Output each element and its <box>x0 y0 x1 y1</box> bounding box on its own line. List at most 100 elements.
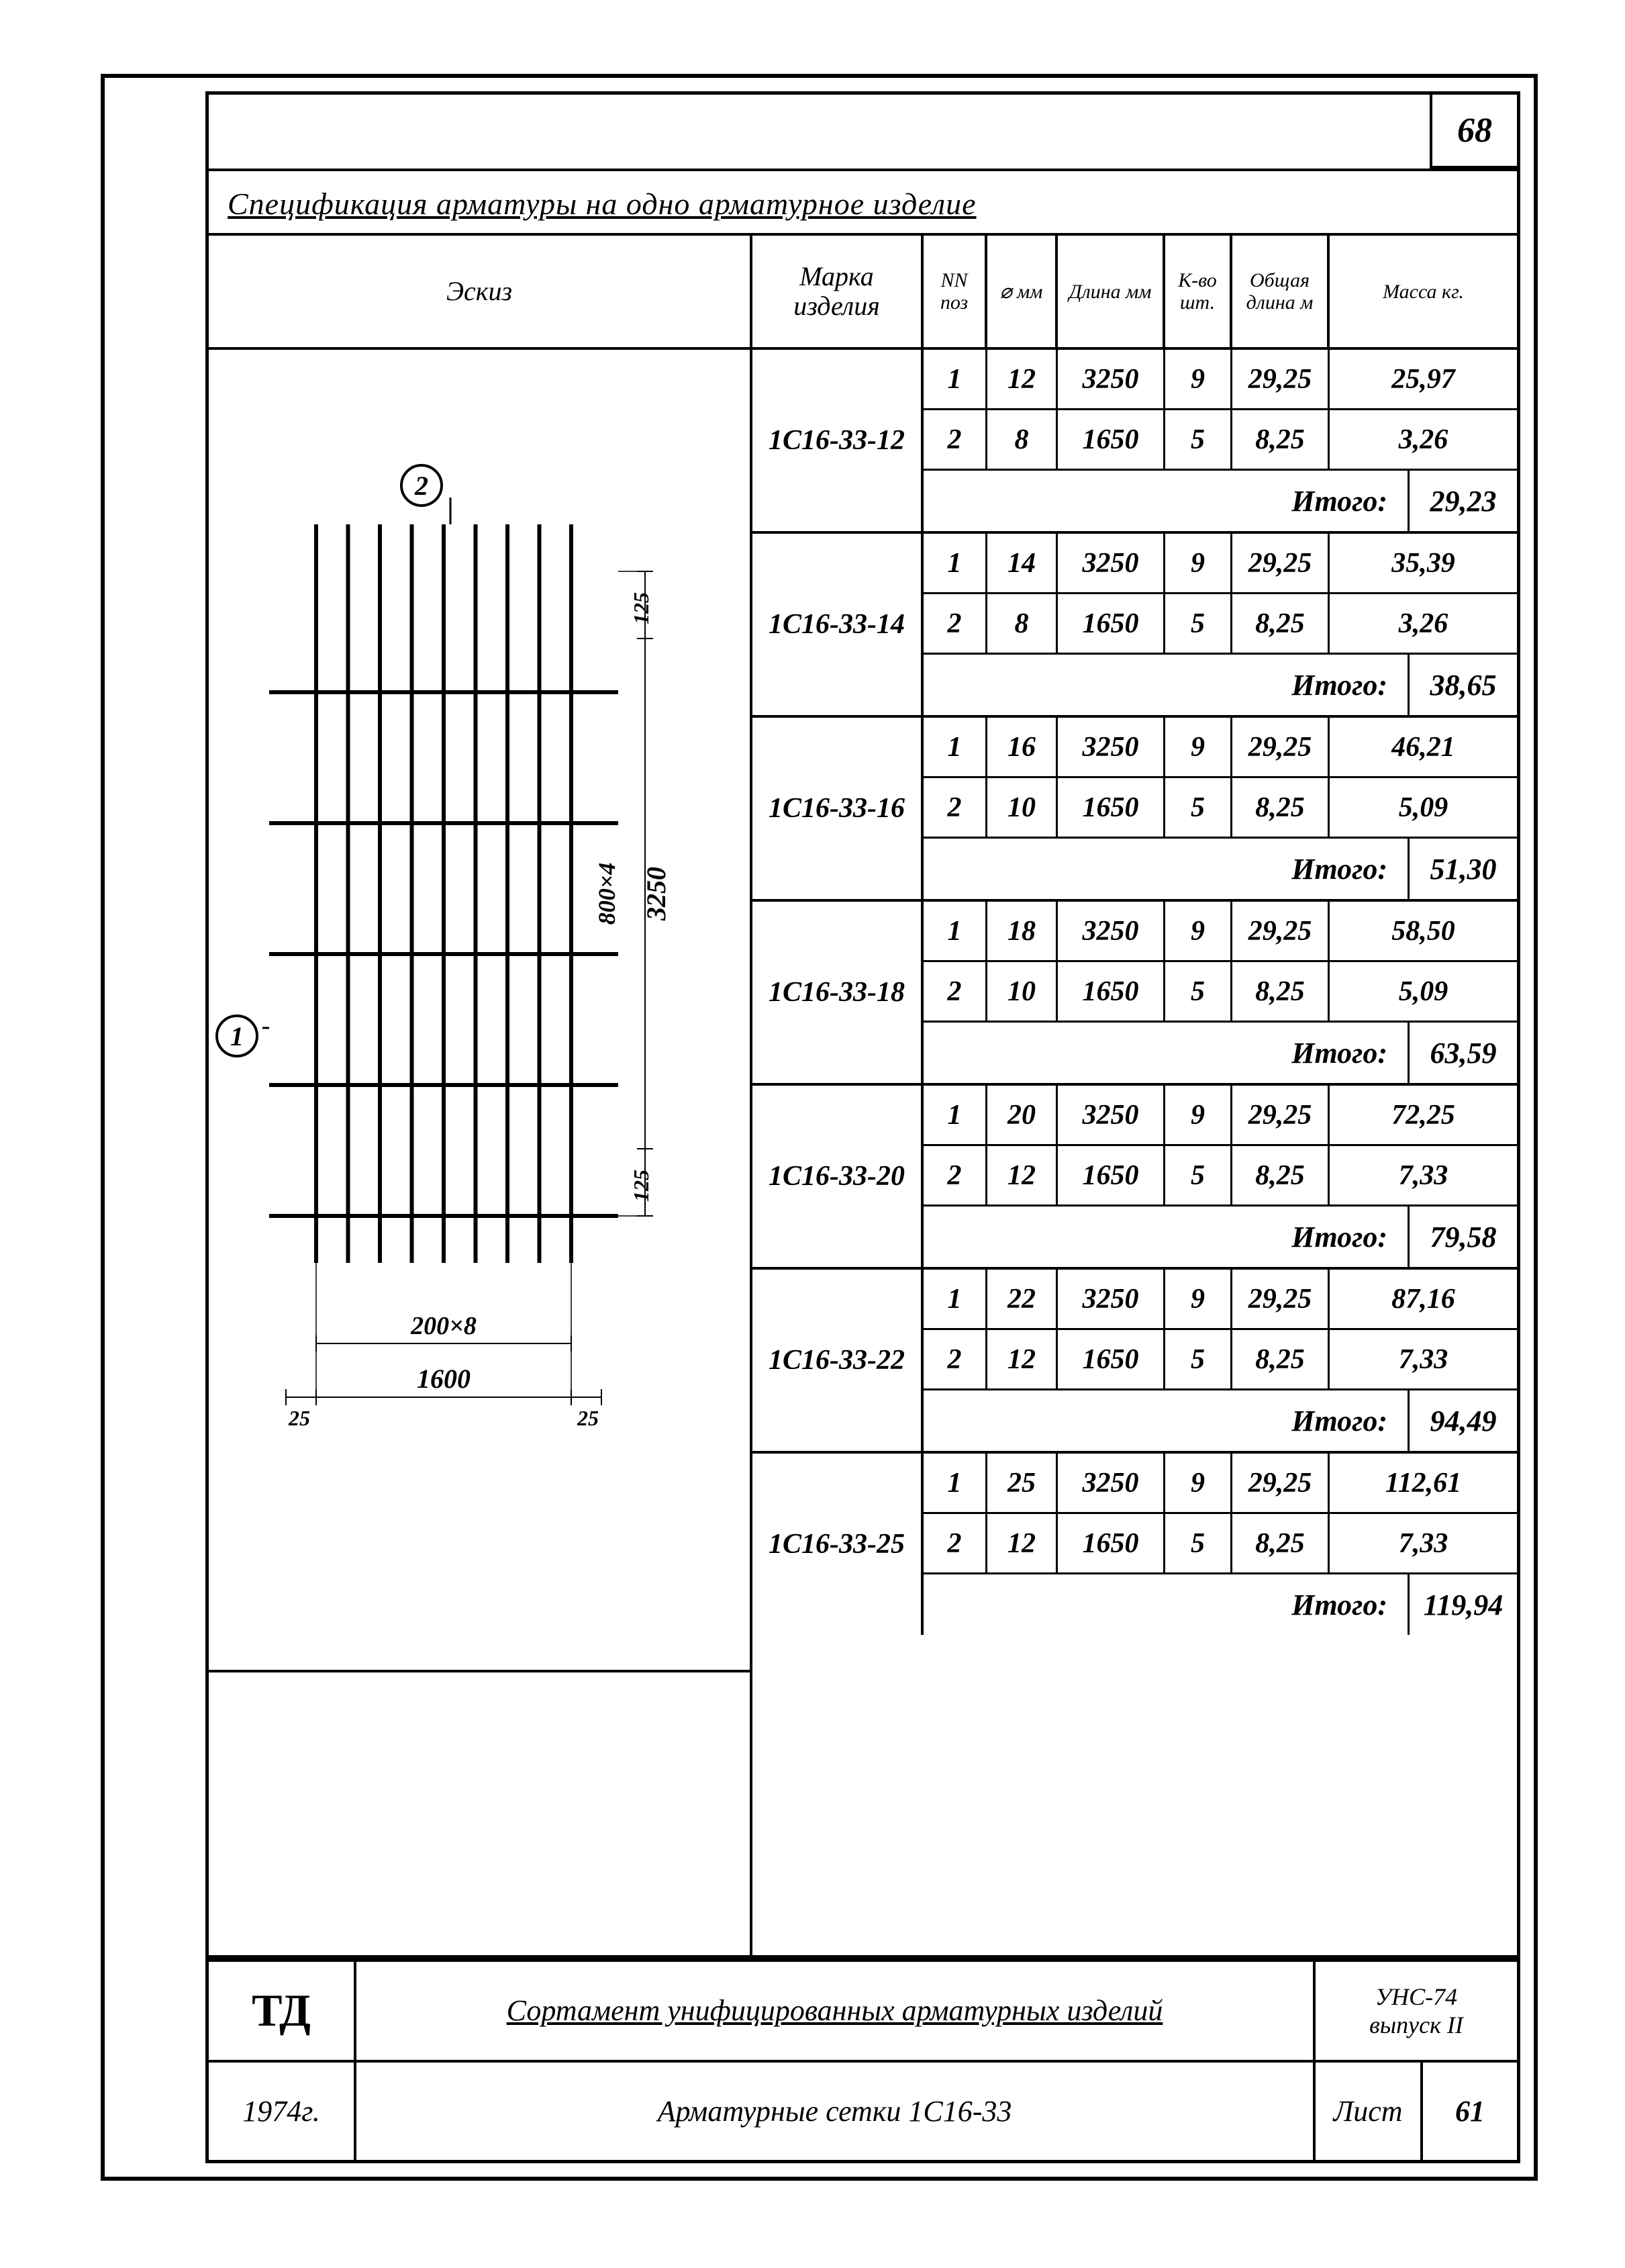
cell-nn: 2 <box>924 1514 987 1572</box>
cell-qty: 9 <box>1165 350 1232 408</box>
title-block: ТД Сортамент унифицированных арматурных … <box>209 1958 1517 2160</box>
subtotal-label: Итого: <box>924 471 1410 531</box>
hdr-len: Длина мм <box>1058 236 1165 347</box>
cell-nn: 1 <box>924 718 987 776</box>
hdr-totlen: Общая длина м <box>1232 236 1330 347</box>
cell-nn: 1 <box>924 1270 987 1328</box>
cell-mass: 5,09 <box>1330 778 1517 837</box>
cell-mass: 7,33 <box>1330 1330 1517 1388</box>
table-row: 1123250929,2525,97 <box>924 350 1517 410</box>
cell-qty: 5 <box>1165 410 1232 469</box>
cell-len: 1650 <box>1058 778 1165 837</box>
spec-group: 1С16-33-181183250929,2558,50210165058,25… <box>752 902 1517 1086</box>
table-row: 212165058,257,33 <box>924 1146 1517 1207</box>
cell-nn: 2 <box>924 594 987 653</box>
sketch-pane: 2 1 3250800×4125125200×816002525 <box>209 350 752 1672</box>
cell-diam: 10 <box>987 962 1058 1021</box>
spec-title: Спецификация арматуры на одно арматурное… <box>209 169 1517 236</box>
subtotal-value: 63,59 <box>1410 1023 1517 1083</box>
table-row: 210165058,255,09 <box>924 778 1517 839</box>
cell-len: 1650 <box>1058 410 1165 469</box>
cell-totlen: 29,25 <box>1232 1270 1330 1328</box>
cell-totlen: 29,25 <box>1232 1086 1330 1144</box>
spec-table-body: 1С16-33-121123250929,2525,9728165058,253… <box>752 350 1517 1955</box>
hdr-sketch: Эскиз <box>209 236 752 347</box>
subtotal-row: Итого:94,49 <box>924 1390 1517 1451</box>
table-row: 1223250929,2587,16 <box>924 1270 1517 1330</box>
subtotal-row: Итого:63,59 <box>924 1023 1517 1083</box>
cell-len: 1650 <box>1058 962 1165 1021</box>
subtotal-value: 94,49 <box>1410 1390 1517 1451</box>
cell-totlen: 8,25 <box>1232 1330 1330 1388</box>
cell-totlen: 29,25 <box>1232 1454 1330 1512</box>
tb-line1: Сортамент унифицированных арматурных изд… <box>356 1962 1316 2060</box>
subtotal-value: 79,58 <box>1410 1207 1517 1267</box>
subtotal-row: Итого:38,65 <box>924 655 1517 715</box>
spec-group: 1С16-33-121123250929,2525,9728165058,253… <box>752 350 1517 534</box>
cell-totlen: 8,25 <box>1232 1514 1330 1572</box>
cell-totlen: 8,25 <box>1232 594 1330 653</box>
cell-mass: 46,21 <box>1330 718 1517 776</box>
cell-qty: 9 <box>1165 902 1232 960</box>
cell-nn: 1 <box>924 1086 987 1144</box>
hdr-nn: NN поз <box>924 236 987 347</box>
tb-year: 1974г. <box>209 2063 356 2161</box>
svg-text:1600: 1600 <box>417 1364 471 1394</box>
drawing-frame: 68 Спецификация арматуры на одно арматур… <box>205 91 1520 2163</box>
tb-org: ТД <box>209 1962 356 2060</box>
table-row: 1253250929,25112,61 <box>924 1454 1517 1514</box>
subtotal-value: 51,30 <box>1410 839 1517 899</box>
hdr-qty: К-во шт. <box>1165 236 1232 347</box>
cell-qty: 9 <box>1165 534 1232 592</box>
cell-mass: 58,50 <box>1330 902 1517 960</box>
spec-group: 1С16-33-221223250929,2587,16212165058,25… <box>752 1270 1517 1454</box>
cell-len: 3250 <box>1058 718 1165 776</box>
cell-nn: 2 <box>924 778 987 837</box>
cell-mass: 7,33 <box>1330 1146 1517 1204</box>
cell-mass: 112,61 <box>1330 1454 1517 1512</box>
cell-diam: 8 <box>987 594 1058 653</box>
cell-mass: 5,09 <box>1330 962 1517 1021</box>
cell-len: 1650 <box>1058 1330 1165 1388</box>
hdr-diam: ⌀ мм <box>987 236 1058 347</box>
subtotal-row: Итого:29,23 <box>924 471 1517 531</box>
mark-cell: 1С16-33-16 <box>752 718 924 899</box>
cell-totlen: 8,25 <box>1232 1146 1330 1204</box>
table-row: 212165058,257,33 <box>924 1514 1517 1574</box>
tb-sheet-label: Лист <box>1316 2063 1423 2161</box>
svg-text:125: 125 <box>629 592 653 624</box>
cell-diam: 25 <box>987 1454 1058 1512</box>
cell-nn: 1 <box>924 350 987 408</box>
page-number-top: 68 <box>1430 95 1517 169</box>
svg-text:200×8: 200×8 <box>410 1312 477 1340</box>
tb-line2: Арматурные сетки 1С16-33 <box>356 2063 1316 2161</box>
cell-nn: 1 <box>924 534 987 592</box>
cell-diam: 12 <box>987 1146 1058 1204</box>
cell-nn: 2 <box>924 1330 987 1388</box>
subtotal-label: Итого: <box>924 655 1410 715</box>
mark-cell: 1С16-33-25 <box>752 1454 924 1635</box>
subtotal-value: 119,94 <box>1410 1574 1517 1635</box>
cell-mass: 35,39 <box>1330 534 1517 592</box>
cell-nn: 2 <box>924 410 987 469</box>
cell-nn: 2 <box>924 962 987 1021</box>
cell-diam: 14 <box>987 534 1058 592</box>
subtotal-label: Итого: <box>924 1574 1410 1635</box>
mark-cell: 1С16-33-12 <box>752 350 924 531</box>
table-row: 1143250929,2535,39 <box>924 534 1517 594</box>
rebar-mesh-sketch: 3250800×4125125200×816002525 <box>249 498 719 1605</box>
table-row: 1163250929,2546,21 <box>924 718 1517 778</box>
cell-len: 3250 <box>1058 1270 1165 1328</box>
cell-qty: 5 <box>1165 594 1232 653</box>
table-header: Эскиз Марка изделия NN поз ⌀ мм Длина мм… <box>209 236 1517 350</box>
spec-group: 1С16-33-141143250929,2535,3928165058,253… <box>752 534 1517 718</box>
cell-diam: 16 <box>987 718 1058 776</box>
table-row: 1203250929,2572,25 <box>924 1086 1517 1146</box>
sketch-pane-below <box>209 1672 752 1955</box>
cell-qty: 5 <box>1165 1514 1232 1572</box>
cell-mass: 72,25 <box>1330 1086 1517 1144</box>
subtotal-value: 29,23 <box>1410 471 1517 531</box>
cell-mass: 25,97 <box>1330 350 1517 408</box>
subtotal-label: Итого: <box>924 839 1410 899</box>
cell-len: 1650 <box>1058 1514 1165 1572</box>
